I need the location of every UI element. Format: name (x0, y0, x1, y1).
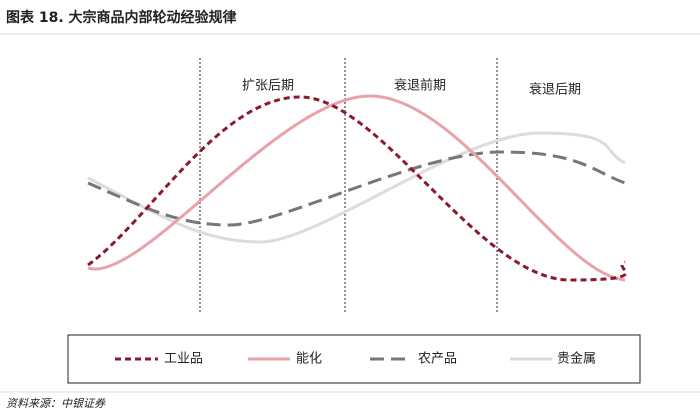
legend-label: 能化 (296, 352, 322, 367)
legend-label: 农产品 (418, 352, 457, 367)
phase-label: 扩张后期 (242, 79, 294, 94)
legend-label: 工业品 (164, 352, 203, 367)
phase-label: 衰退后期 (529, 82, 581, 98)
phase-label: 衰退前期 (394, 78, 446, 94)
legend-box (67, 334, 641, 384)
phase-dividers (199, 58, 498, 312)
curves (87, 94, 628, 282)
legend-label: 贵金属 (557, 351, 596, 367)
source: 资料来源：中银证券 (6, 397, 106, 410)
title: 图表 18. 大宗商品内部轮动经验规律 (6, 9, 237, 26)
